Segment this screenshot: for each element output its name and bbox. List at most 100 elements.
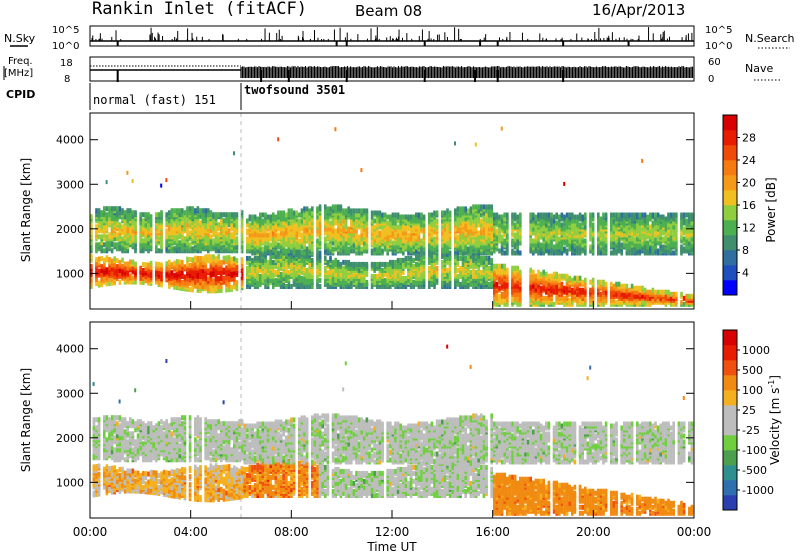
- echo-cell: [350, 262, 353, 267]
- echo-cell: [389, 260, 392, 265]
- echo-cell: [272, 213, 275, 218]
- echo-cell: [171, 208, 174, 213]
- echo-cell: [217, 222, 220, 227]
- echo-cell: [173, 246, 176, 251]
- echo-cell: [537, 270, 540, 275]
- echo-cell: [160, 262, 163, 267]
- echo-cell: [111, 259, 114, 264]
- echo-cell: [293, 211, 296, 216]
- echo-cell: [298, 239, 301, 244]
- echo-cell: [412, 264, 415, 269]
- echo-cell: [405, 256, 408, 261]
- echo-cell: [106, 234, 109, 239]
- echo-cell: [223, 268, 226, 273]
- echo-cell: [121, 224, 124, 229]
- echo-cell: [379, 262, 382, 267]
- echo-cell: [493, 264, 496, 269]
- echo-cell: [212, 238, 215, 243]
- echo-cell: [142, 268, 145, 273]
- echo-cell: [277, 243, 280, 248]
- echo-cell: [373, 225, 376, 230]
- echo-cell: [139, 212, 142, 217]
- echo-cell: [355, 208, 358, 213]
- echo-cell: [103, 258, 106, 263]
- echo-cell: [319, 204, 322, 209]
- echo-cell: [511, 213, 514, 218]
- echo-cell: [119, 222, 122, 227]
- echo-cell: [381, 268, 384, 273]
- echo-cell: [428, 213, 431, 218]
- echo-cell: [376, 274, 379, 279]
- echo-cell: [407, 215, 410, 220]
- echo-cell: [277, 137, 279, 141]
- echo-cell: [228, 228, 231, 233]
- echo-cell: [360, 208, 363, 213]
- echo-cell: [142, 212, 145, 217]
- echo-cell: [324, 266, 327, 271]
- echo-cell: [449, 211, 452, 216]
- echo-cell: [272, 260, 275, 265]
- echo-cell: [215, 212, 218, 217]
- echo-cell: [308, 208, 311, 213]
- freq-nave-bars: [90, 66, 693, 82]
- echo-cell: [277, 211, 280, 216]
- echo-cell: [470, 270, 473, 275]
- echo-cell: [540, 213, 543, 218]
- echo-cell: [498, 249, 501, 254]
- echo-cell: [116, 258, 119, 263]
- echo-cell: [126, 171, 128, 175]
- echo-cell: [503, 251, 506, 256]
- echo-cell: [394, 213, 397, 218]
- echo-cell: [358, 235, 361, 240]
- echo-cell: [98, 242, 101, 247]
- echo-cell: [181, 280, 184, 285]
- echo-cell: [397, 213, 400, 218]
- echo-cell: [415, 213, 418, 218]
- echo-cell: [498, 215, 501, 220]
- echo-cell: [285, 284, 288, 289]
- echo-cell: [402, 276, 405, 281]
- echo-cell: [230, 285, 233, 290]
- echo-cell: [483, 256, 486, 261]
- echo-cell: [386, 262, 389, 267]
- echo-cell: [519, 251, 522, 256]
- echo-cell: [535, 215, 538, 220]
- echo-cell: [501, 292, 504, 297]
- echo-cell: [254, 256, 257, 261]
- echo-cell: [147, 212, 150, 217]
- echo-cell: [199, 220, 202, 225]
- echo-cell: [217, 254, 220, 259]
- echo-cell: [405, 276, 408, 281]
- echo-cell: [220, 260, 223, 265]
- cpid-label: CPID: [6, 88, 35, 101]
- echo-cell: [345, 260, 348, 265]
- echo-cell: [176, 208, 179, 213]
- echo-cell: [412, 215, 415, 220]
- echo-cell: [371, 262, 374, 267]
- echo-cell: [197, 206, 200, 211]
- echo-cell: [459, 256, 462, 261]
- echo-cell: [415, 262, 418, 267]
- echo-cell: [230, 232, 233, 237]
- echo-cell: [363, 208, 366, 213]
- echo-cell: [319, 278, 322, 283]
- freq-label-2: [MHz]: [4, 68, 33, 79]
- echo-cell: [457, 268, 460, 273]
- echo-cell: [189, 287, 192, 292]
- echo-cell: [334, 229, 337, 234]
- echo-cell: [529, 213, 532, 218]
- echo-cell: [98, 281, 101, 286]
- echo-cell: [184, 236, 187, 241]
- echo-cell: [449, 251, 452, 256]
- echo-cell: [329, 221, 332, 226]
- echo-cell: [298, 213, 301, 218]
- echo-cell: [399, 258, 402, 263]
- echo-cell: [155, 212, 158, 217]
- echo-cell: [189, 257, 192, 262]
- echo-cell: [477, 204, 480, 209]
- echo-cell: [358, 208, 361, 213]
- echo-cell: [376, 211, 379, 216]
- echo-cell: [106, 206, 109, 211]
- echo-cell: [485, 204, 488, 209]
- echo-cell: [119, 206, 122, 211]
